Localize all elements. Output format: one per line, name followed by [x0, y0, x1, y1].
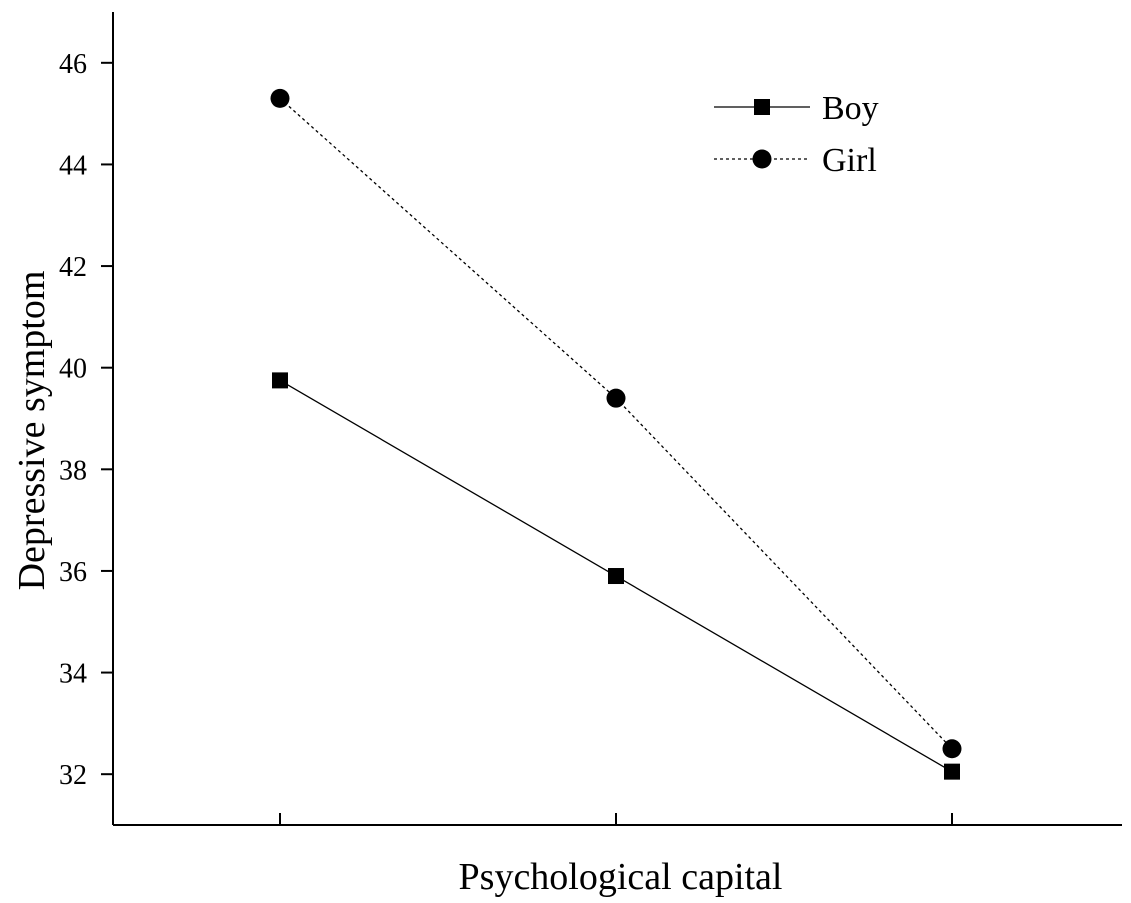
series-girl-point — [942, 739, 962, 759]
series-girl-point — [270, 88, 290, 108]
y-tick-label: 34 — [59, 659, 87, 690]
y-ticks: 32 34 36 38 40 42 44 46 — [59, 49, 113, 791]
legend-item-boy: Boy — [714, 90, 879, 127]
x-ticks — [279, 813, 953, 825]
y-axis: 32 34 36 38 40 42 44 46 — [59, 12, 114, 825]
legend-item-girl: Girl — [714, 142, 877, 179]
legend-girl-marker — [752, 149, 772, 169]
series-girl — [270, 88, 962, 759]
series-girl-point — [606, 388, 626, 408]
series-layer — [270, 88, 962, 780]
x-axis — [113, 813, 1122, 826]
y-tick-label: 44 — [59, 150, 87, 181]
series-boy — [272, 372, 960, 780]
legend-boy-marker — [754, 99, 770, 115]
series-boy-point — [608, 568, 624, 585]
y-axis-title: Depressive symptom — [11, 271, 53, 591]
series-girl-line — [279, 97, 953, 750]
series-boy-point — [944, 763, 960, 780]
y-tick-label: 36 — [59, 557, 87, 588]
y-tick-label: 38 — [59, 455, 87, 486]
y-tick-label: 32 — [59, 760, 87, 791]
y-tick-label: 40 — [59, 354, 87, 385]
y-tick-label: 46 — [59, 49, 87, 80]
series-boy-point — [272, 372, 288, 389]
legend-girl-label: Girl — [822, 142, 877, 179]
x-axis-title: Psychological capital — [459, 856, 783, 898]
legend-boy-label: Boy — [822, 90, 879, 127]
legend: Boy Girl — [714, 90, 879, 179]
y-tick-label: 42 — [59, 252, 87, 283]
